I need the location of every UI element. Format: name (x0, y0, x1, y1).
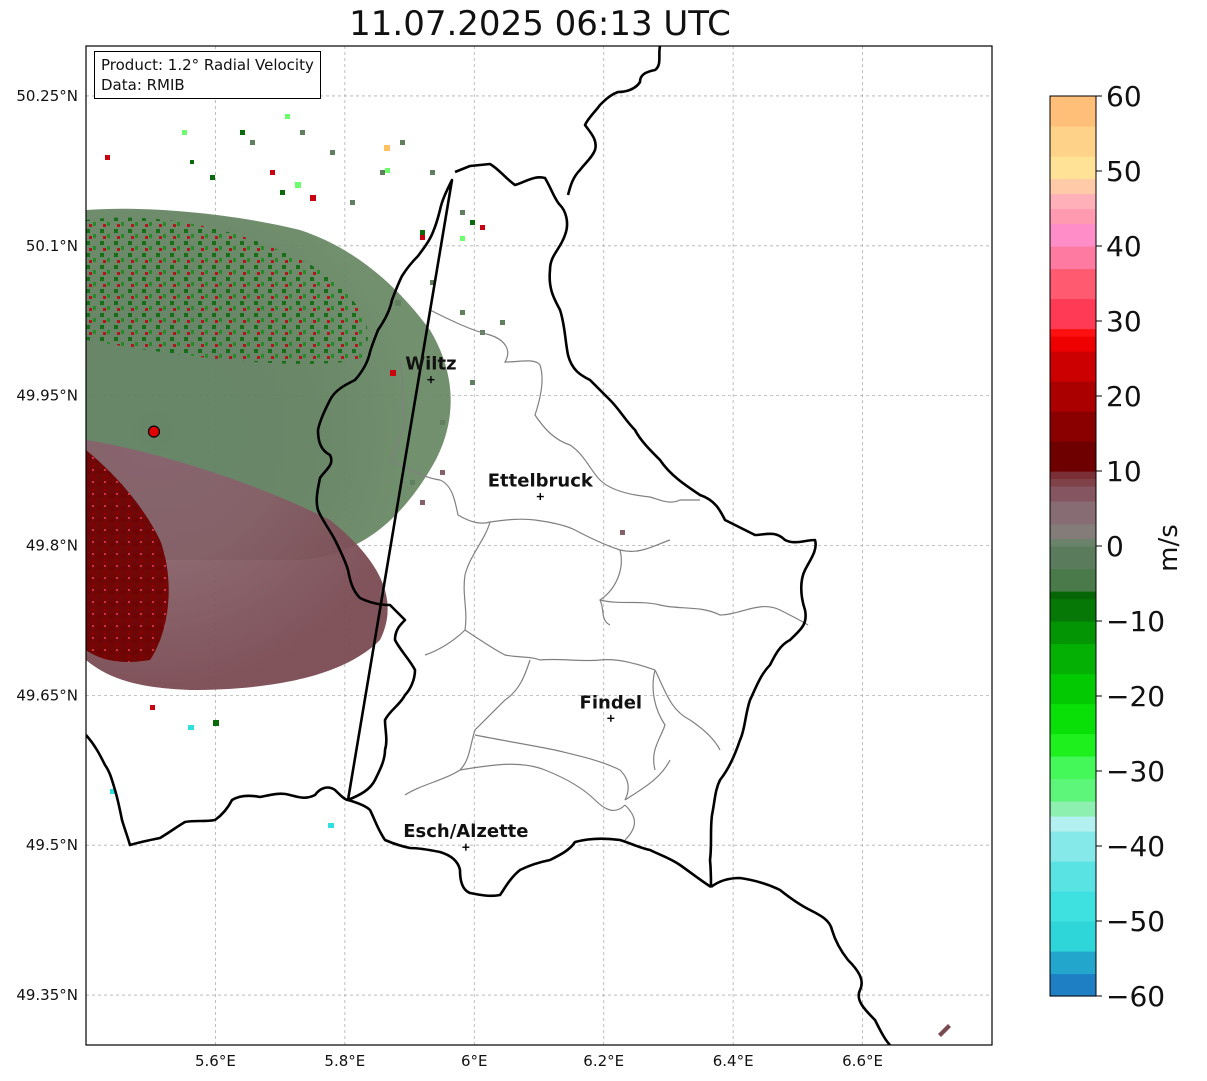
colorbar-segment (1050, 441, 1096, 472)
colorbar-segment (1050, 381, 1096, 412)
colorbar-segment (1050, 246, 1096, 270)
lat-tick-label: 50.25°N (16, 87, 78, 105)
colorbar-segment (1050, 193, 1096, 210)
colorbar-segment (1050, 568, 1096, 592)
borders (86, 46, 891, 1045)
lat-tick-label: 49.8°N (26, 537, 78, 555)
colorbar-tick-label: 50 (1106, 155, 1142, 188)
colorbar-segment (1050, 538, 1096, 547)
colorbar-segment (1050, 951, 1096, 975)
lon-tick-label: 5.6°E (195, 1052, 236, 1070)
colorbar-tick-label: −50 (1106, 905, 1165, 938)
lon-tick-label: 6.6°E (842, 1052, 883, 1070)
info-box: Product: 1.2° Radial Velocity Data: RMIB (94, 51, 321, 99)
colorbar-tick-label: 40 (1106, 230, 1142, 263)
colorbar-tick-label: −40 (1106, 830, 1165, 863)
radar-echo-field (86, 114, 951, 1037)
colorbar-segment (1050, 478, 1096, 487)
product-label: Product: 1.2° Radial Velocity (101, 56, 314, 74)
colorbar-segment (1050, 298, 1096, 330)
data-source-label: Data: RMIB (101, 76, 185, 94)
colorbar-segment (1050, 816, 1096, 832)
colorbar-segment (1050, 501, 1096, 525)
colorbar-segment (1050, 208, 1096, 225)
colorbar-segment (1050, 178, 1096, 195)
colorbar-segment (1050, 268, 1096, 300)
colorbar-tick-label: 60 (1106, 80, 1142, 113)
map-frame (85, 45, 993, 1046)
colorbar-segment (1050, 891, 1096, 922)
city-marker: Findel (580, 692, 643, 722)
colorbar-segment (1050, 801, 1096, 817)
lat-tick-labels: 50.25°N 50.1°N 49.95°N 49.8°N 49.65°N 49.5°N 4… (16, 87, 78, 1004)
colorbar-segment (1050, 598, 1096, 622)
colorbar-segment (1050, 156, 1096, 180)
colorbar-segment (1050, 336, 1096, 352)
colorbar-segment (1050, 643, 1096, 675)
radar-site-marker (147, 425, 161, 438)
lat-tick-label: 49.65°N (16, 686, 78, 704)
colorbar-segment (1050, 733, 1096, 757)
lon-tick-label: 6°E (461, 1052, 488, 1070)
lat-tick-label: 49.35°N (16, 986, 78, 1004)
city-markers: Wiltz Ettelbruck Findel Esch/Alzette (403, 354, 642, 851)
colorbar-segment (1050, 673, 1096, 705)
colorbar-segment (1050, 223, 1096, 247)
city-label: Wiltz (405, 354, 456, 375)
lon-tick-label: 5.8°E (324, 1052, 365, 1070)
colorbar-tick-label: 10 (1106, 455, 1142, 488)
colorbar-segment (1050, 523, 1096, 540)
city-marker: Wiltz (405, 354, 457, 384)
lat-tick-label: 49.95°N (16, 387, 78, 405)
colorbar-tick-label: −20 (1106, 680, 1165, 713)
colorbar-tick-label: −10 (1106, 605, 1165, 638)
colorbar-tick-label: 30 (1106, 305, 1142, 338)
colorbar-segment (1050, 756, 1096, 780)
map-title: 11.07.2025 06:13 UTC (349, 4, 731, 44)
colorbar-segment (1050, 921, 1096, 952)
colorbar-segment (1050, 621, 1096, 645)
colorbar-tick-label: 0 (1106, 530, 1124, 563)
colorbar-segment (1050, 126, 1096, 157)
colorbar-tick-label: −60 (1106, 980, 1165, 1013)
lat-tick-label: 50.1°N (26, 237, 78, 255)
colorbar-tick-label: −30 (1106, 755, 1165, 788)
lon-tick-label: 6.2°E (583, 1052, 624, 1070)
colorbar-segment (1050, 973, 1096, 997)
colorbar-tick-label: 20 (1106, 380, 1142, 413)
colorbar-segment (1050, 546, 1096, 570)
lon-tick-label: 6.4°E (713, 1052, 754, 1070)
colorbar-segment (1050, 591, 1096, 600)
colorbar-segment (1050, 411, 1096, 442)
colorbar-unit-label: m/s (1154, 524, 1184, 572)
city-label: Esch/Alzette (403, 821, 528, 842)
colorbar-segment (1050, 486, 1096, 502)
lon-tick-labels: 5.6°E 5.8°E 6°E 6.2°E 6.4°E 6.6°E (195, 1052, 883, 1070)
colorbar-segment (1050, 351, 1096, 382)
city-marker: Esch/Alzette (403, 821, 529, 851)
colorbar-segment (1050, 703, 1096, 735)
colorbar-segment (1050, 471, 1096, 480)
city-marker: Ettelbruck (488, 471, 594, 501)
colorbar-segment (1050, 861, 1096, 892)
lat-tick-label: 49.5°N (26, 836, 78, 854)
colorbar-segment (1050, 831, 1096, 862)
city-label: Findel (580, 692, 643, 713)
city-label: Ettelbruck (488, 471, 594, 492)
colorbar-segment (1050, 96, 1096, 127)
colorbar-segment (1050, 778, 1096, 802)
colorbar: 60 50 40 30 20 10 0 −10 −20 −30 −40 −50 −60 (1049, 80, 1165, 1013)
colorbar-segment (1050, 328, 1096, 337)
